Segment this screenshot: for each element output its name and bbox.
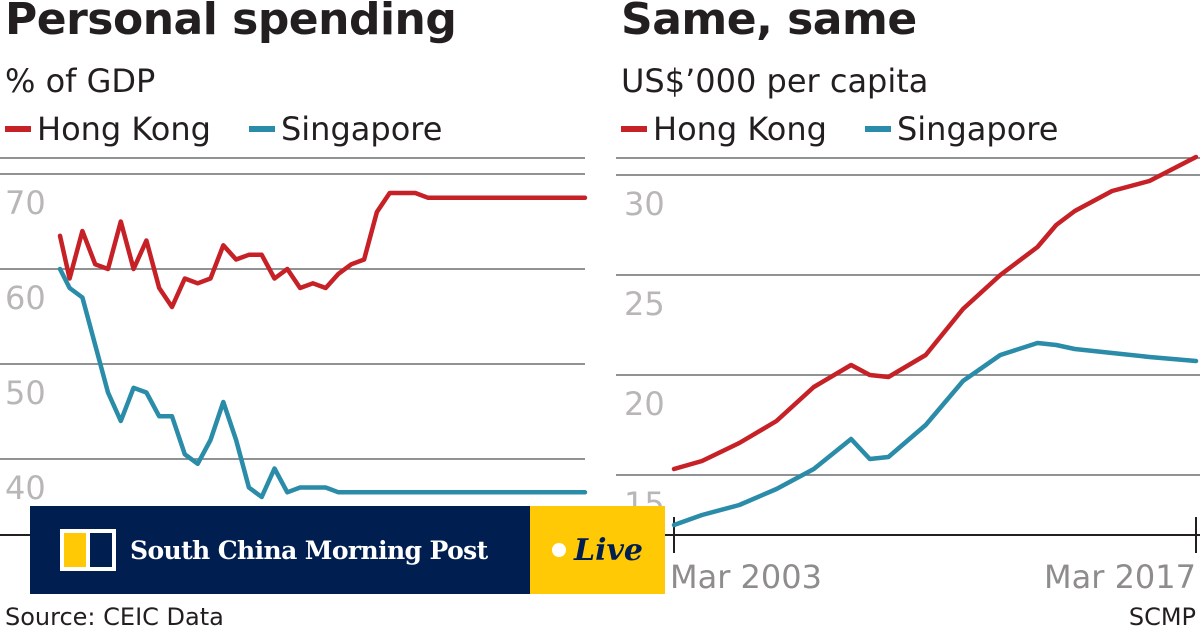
series-line-singapore [671, 340, 1199, 528]
series-line-hong-kong [57, 190, 588, 310]
chart-title: Same, same [621, 0, 917, 45]
scmp-logo-icon [60, 529, 116, 571]
y-tick-label: 50 [5, 374, 46, 412]
legend: Hong Kong Singapore [621, 110, 1096, 148]
legend-item-hong-kong: Hong Kong [621, 110, 827, 148]
y-tick-label: 70 [5, 184, 46, 222]
brand-name: South China Morning Post [130, 535, 488, 565]
legend-swatch-hong-kong [621, 126, 647, 132]
x-tick-label: Mar 2003 [670, 558, 822, 596]
legend-swatch-hong-kong [5, 126, 31, 132]
legend-label-singapore: Singapore [280, 110, 443, 148]
legend: Hong Kong Singapore [5, 110, 480, 148]
y-tick-label: 30 [624, 185, 665, 223]
chart-title: Personal spending [5, 0, 457, 45]
legend-label-singapore: Singapore [896, 110, 1059, 148]
live-label: Live [573, 532, 643, 568]
brand-masthead: South China Morning Post [30, 506, 530, 594]
chart-panel-per-capita: 15 20 25 30 Mar 2003 Mar 2017 Same, same US$’… [616, 0, 1200, 631]
legend-item-singapore: Singapore [248, 110, 443, 148]
y-tick-label: 25 [624, 285, 665, 323]
legend-label-hong-kong: Hong Kong [37, 110, 211, 148]
legend-label-hong-kong: Hong Kong [653, 110, 827, 148]
live-badge[interactable]: Live [530, 506, 665, 594]
chart-subtitle: US$’000 per capita [621, 62, 929, 100]
credit-note: SCMP [1128, 603, 1196, 631]
live-dot-icon [551, 543, 566, 557]
chart-subtitle: % of GDP [5, 62, 156, 100]
y-tick-label: 20 [624, 385, 665, 423]
y-tick-label: 60 [5, 279, 46, 317]
legend-item-hong-kong: Hong Kong [5, 110, 211, 148]
series-line-singapore [57, 266, 588, 500]
scmp-live-banner[interactable]: South China Morning Post Live [30, 506, 665, 594]
legend-item-singapore: Singapore [864, 110, 1059, 148]
x-tick-label: Mar 2017 [1044, 558, 1196, 596]
series-line-hong-kong [671, 154, 1199, 472]
source-note: Source: CEIC Data [5, 603, 224, 631]
y-tick-label: 40 [5, 469, 46, 507]
legend-swatch-singapore [248, 126, 275, 132]
legend-swatch-singapore [864, 126, 891, 132]
